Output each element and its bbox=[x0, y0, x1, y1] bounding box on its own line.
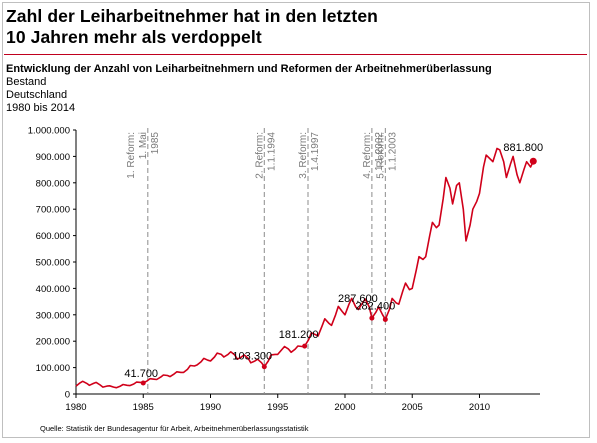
reform-label-line: 4. Reform: bbox=[362, 132, 373, 179]
source-note: Quelle: Statistik der Bundesagentur für … bbox=[40, 424, 309, 433]
x-tick-label: 1995 bbox=[267, 402, 288, 413]
meta-region: Deutschland bbox=[6, 89, 68, 101]
chart-title: Zahl der Leiharbeitnehmer hat in den let… bbox=[6, 6, 546, 48]
reform-label: 2. Reform: 1.1.1994 bbox=[254, 132, 277, 179]
data-label: 41.700 bbox=[124, 368, 158, 380]
reform-label: 1. Reform: 1. Mai 1985 bbox=[126, 132, 161, 179]
meta-measure: Bestand bbox=[6, 76, 47, 88]
data-point bbox=[302, 343, 308, 349]
data-point bbox=[261, 364, 267, 370]
data-label: 881.800 bbox=[503, 142, 543, 154]
meta-period: 1980 bis 2014 bbox=[6, 102, 76, 114]
reform-label-line: 1. Mai bbox=[138, 132, 149, 159]
y-tick-label: 600.000 bbox=[36, 231, 70, 242]
reform-label: 4. Reform: 1.1.2002 bbox=[362, 132, 385, 179]
data-label: 103.300 bbox=[232, 351, 272, 363]
series-line bbox=[75, 147, 535, 389]
reform-label-line: 3. Reform: bbox=[298, 132, 309, 179]
data-point bbox=[140, 380, 146, 386]
y-tick-label: 300.000 bbox=[36, 310, 70, 321]
reform-label-line: 5. Reform: bbox=[375, 132, 386, 179]
data-point bbox=[382, 316, 388, 322]
reform-label: 3. Reform: 1.4.1997 bbox=[298, 132, 321, 179]
x-tick-label: 2010 bbox=[469, 402, 490, 413]
reform-label-line: 1. Reform: bbox=[126, 132, 137, 179]
y-tick-label: 0 bbox=[65, 390, 70, 401]
data-label: 282.400 bbox=[355, 300, 395, 312]
y-tick-label: 700.000 bbox=[36, 205, 70, 216]
reform-label-line: 2. Reform: bbox=[254, 132, 265, 179]
y-tick-label: 200.000 bbox=[36, 337, 70, 348]
chart-title-line-1: Zahl der Leiharbeitnehmer hat in den let… bbox=[6, 6, 378, 26]
y-tick-label: 800.000 bbox=[36, 178, 70, 189]
data-label: 287.600 bbox=[338, 293, 378, 305]
x-tick-label: 2000 bbox=[334, 402, 355, 413]
data-point bbox=[529, 157, 537, 165]
reform-label-line: 1.1.2002 bbox=[374, 132, 385, 171]
title-divider bbox=[4, 54, 587, 55]
y-tick-label: 900.000 bbox=[36, 152, 70, 163]
y-tick-label: 100.000 bbox=[36, 363, 70, 374]
reform-label-line: 1.4.1997 bbox=[310, 132, 321, 171]
x-tick-label: 2005 bbox=[402, 402, 423, 413]
x-tick-label: 1985 bbox=[133, 402, 154, 413]
x-tick-label: 1990 bbox=[200, 402, 221, 413]
y-tick-label: 400.000 bbox=[36, 284, 70, 295]
data-label: 181.200 bbox=[279, 329, 319, 341]
reform-label: 5. Reform: 1.1.2003 bbox=[375, 132, 398, 179]
chart-subtitle: Entwicklung der Anzahl von Leiharbeitneh… bbox=[6, 63, 492, 75]
reform-label-line: 1.1.1994 bbox=[266, 132, 277, 171]
reform-label-line: 1985 bbox=[150, 132, 161, 155]
x-tick-label: 1980 bbox=[65, 402, 86, 413]
chart-frame bbox=[2, 2, 590, 438]
reform-label-line: 1.1.2003 bbox=[387, 132, 398, 171]
data-point bbox=[369, 315, 375, 321]
y-tick-label: 500.000 bbox=[36, 258, 70, 269]
y-tick-label: 1.000.000 bbox=[28, 126, 70, 137]
chart-title-line-2: 10 Jahren mehr als verdoppelt bbox=[6, 27, 262, 47]
